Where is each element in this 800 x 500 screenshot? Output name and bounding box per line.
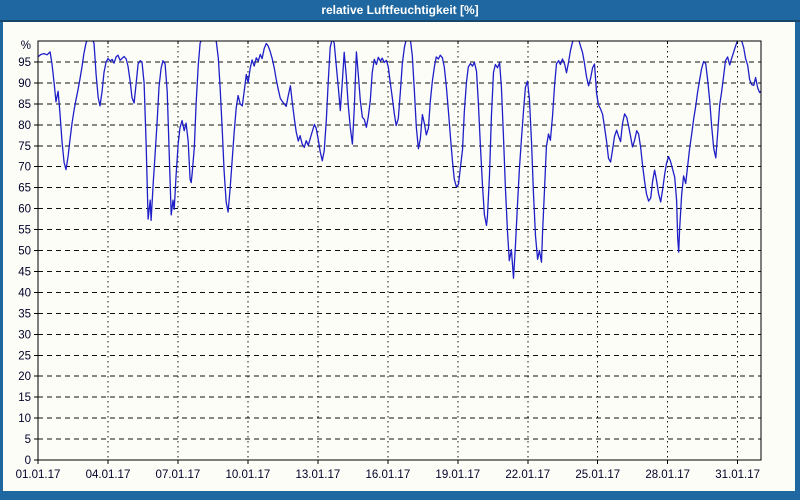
y-tick-label: 75 <box>18 141 31 153</box>
humidity-line-series <box>38 41 761 279</box>
x-tick-label: 01.01.17 <box>16 469 61 481</box>
y-tick-label: 30 <box>18 329 31 341</box>
series-layer <box>38 41 761 279</box>
axes <box>34 40 762 464</box>
window-frame-bottom <box>0 491 800 500</box>
y-tick-label: 85 <box>18 99 31 111</box>
y-tick-label: 5 <box>25 434 31 446</box>
x-tick-label: 19.01.17 <box>435 469 480 481</box>
chart-area: 0 5 10 15 20 25 30 35 40 45 50 55 60 65 70 75 80 85 90 95% 0… <box>0 22 800 500</box>
y-tick-label: 40 <box>18 287 31 299</box>
x-tick-label: 31.01.17 <box>715 469 760 481</box>
x-tick-label: 16.01.17 <box>365 469 410 481</box>
humidity-chart: 0 5 10 15 20 25 30 35 40 45 50 55 60 65 70 75 80 85 90 95% 0… <box>16 40 762 481</box>
y-tick-label: 65 <box>18 183 31 195</box>
y-tick-label: 60 <box>18 204 31 216</box>
window-frame-left <box>0 22 3 500</box>
axis-labels: 0 5 10 15 20 25 30 35 40 45 50 55 60 65 70 75 80 85 90 95% 0… <box>16 40 760 481</box>
y-tick-label: 55 <box>18 225 31 237</box>
x-tick-label: 25.01.17 <box>575 469 620 481</box>
window-frame-right <box>795 22 800 500</box>
y-tick-label: 95 <box>18 57 31 69</box>
y-tick-label: 10 <box>18 413 31 425</box>
y-tick-label: 20 <box>18 371 31 383</box>
x-tick-label: 10.01.17 <box>226 469 271 481</box>
y-tick-label: 0 <box>25 455 31 467</box>
window-title-bar[interactable]: relative Luftfeuchtigkeit [%] <box>0 0 800 22</box>
x-tick-label: 07.01.17 <box>156 469 201 481</box>
x-tick-label: 13.01.17 <box>295 469 340 481</box>
y-axis-unit-label: % <box>21 40 31 52</box>
y-tick-label: 80 <box>18 120 31 132</box>
y-tick-label: 25 <box>18 350 31 362</box>
y-tick-label: 50 <box>18 246 31 258</box>
x-tick-label: 28.01.17 <box>645 469 690 481</box>
y-tick-label: 70 <box>18 162 31 174</box>
y-tick-label: 90 <box>18 78 31 90</box>
y-tick-label: 15 <box>18 392 31 404</box>
y-tick-label: 35 <box>18 308 31 320</box>
x-tick-label: 04.01.17 <box>86 469 131 481</box>
y-tick-label: 45 <box>18 266 31 278</box>
x-tick-label: 22.01.17 <box>505 469 550 481</box>
window-title: relative Luftfeuchtigkeit [%] <box>321 3 479 17</box>
